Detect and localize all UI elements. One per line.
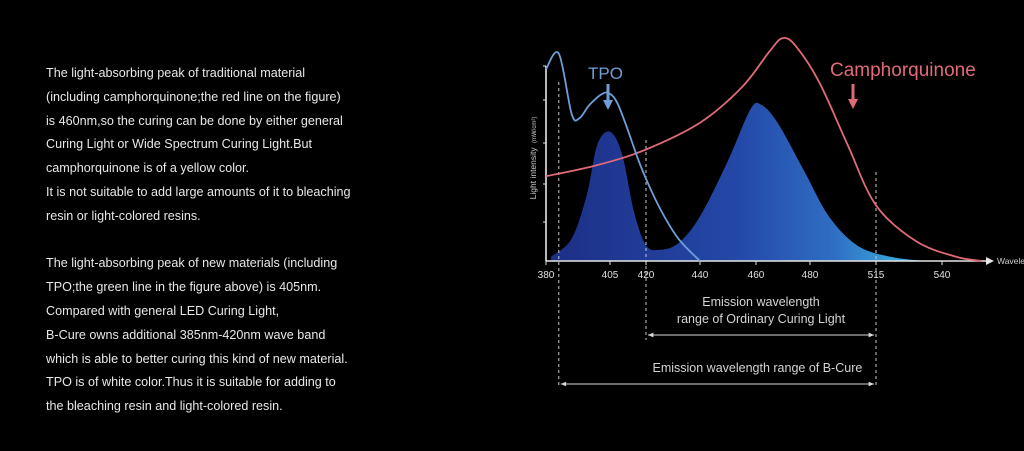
ordinary-curing-range-annotation: Emission wavelength range of Ordinary Cu…	[648, 295, 874, 338]
range-guide-lines	[558, 82, 877, 388]
bcure-range-label: Emission wavelength range of B-Cure	[652, 361, 862, 375]
description-text: The light-absorbing peak of traditional …	[46, 62, 396, 419]
bcure-range-annotation: Emission wavelength range of B-Cure	[560, 361, 874, 387]
x-tick-label: 380	[538, 270, 555, 281]
text-line: is 460nm,so the curing can be done by ei…	[46, 113, 343, 128]
text-line: The light-absorbing peak of new material…	[46, 256, 338, 271]
x-tick-label: 460	[748, 270, 765, 281]
x-tick-label: 405	[602, 270, 619, 281]
text-line: TPO;the green line in the figure above) …	[46, 280, 322, 295]
y-axis-label: Light intensity (mW/cm²)	[528, 117, 538, 200]
x-tick-label: 515	[868, 270, 885, 281]
y-axis-label-text: Light intensity	[528, 147, 538, 200]
text-line: camphorquinone is of a yellow color.	[46, 161, 250, 176]
paragraph-traditional-material: The light-absorbing peak of traditional …	[46, 62, 396, 229]
text-line: Curing Light or Wide Spectrum Curing Lig…	[46, 137, 312, 152]
text-line: which is able to better curing this kind…	[46, 351, 348, 366]
text-line: (including camphorquinone;the red line o…	[46, 89, 341, 104]
text-line: B-Cure owns additional 385nm-420nm wave …	[46, 327, 326, 342]
x-axis-label: Wavelength	[997, 256, 1024, 266]
ordinary-range-label-line2: range of Ordinary Curing Light	[677, 312, 846, 326]
camphorquinone-label: Camphorquinone	[830, 60, 976, 81]
text-line: The light-absorbing peak of traditional …	[46, 66, 306, 80]
tpo-arrow-icon	[603, 84, 613, 110]
camphorquinone-arrow-icon	[848, 84, 858, 109]
paragraph-new-material: The light-absorbing peak of new material…	[46, 252, 396, 419]
x-tick-label: 540	[934, 270, 951, 281]
tpo-line	[545, 51, 701, 262]
x-tick-label: 480	[802, 270, 819, 281]
y-axis-unit-text: (mW/cm²)	[532, 117, 538, 143]
y-axis-ticks	[543, 65, 546, 223]
x-axis-arrowhead	[986, 257, 994, 265]
x-axis-ticks: 380 405 420 440 460 480 515 540	[538, 261, 951, 281]
tpo-label: TPO	[588, 64, 623, 83]
text-line: It is not suitable to add large amounts …	[46, 184, 351, 199]
emission-spectrum-area	[551, 102, 969, 262]
camphorquinone-line	[545, 36, 982, 262]
text-line: TPO is of white color.Thus it is suitabl…	[46, 375, 336, 390]
x-tick-label: 420	[638, 270, 655, 281]
ordinary-range-label-line1: Emission wavelength	[702, 295, 819, 309]
x-tick-label: 440	[692, 270, 709, 281]
text-line: Compared with general LED Curing Light,	[46, 303, 280, 318]
text-line: the bleaching resin and light-colored re…	[46, 399, 283, 414]
text-line: resin or light-colored resins.	[46, 208, 201, 223]
